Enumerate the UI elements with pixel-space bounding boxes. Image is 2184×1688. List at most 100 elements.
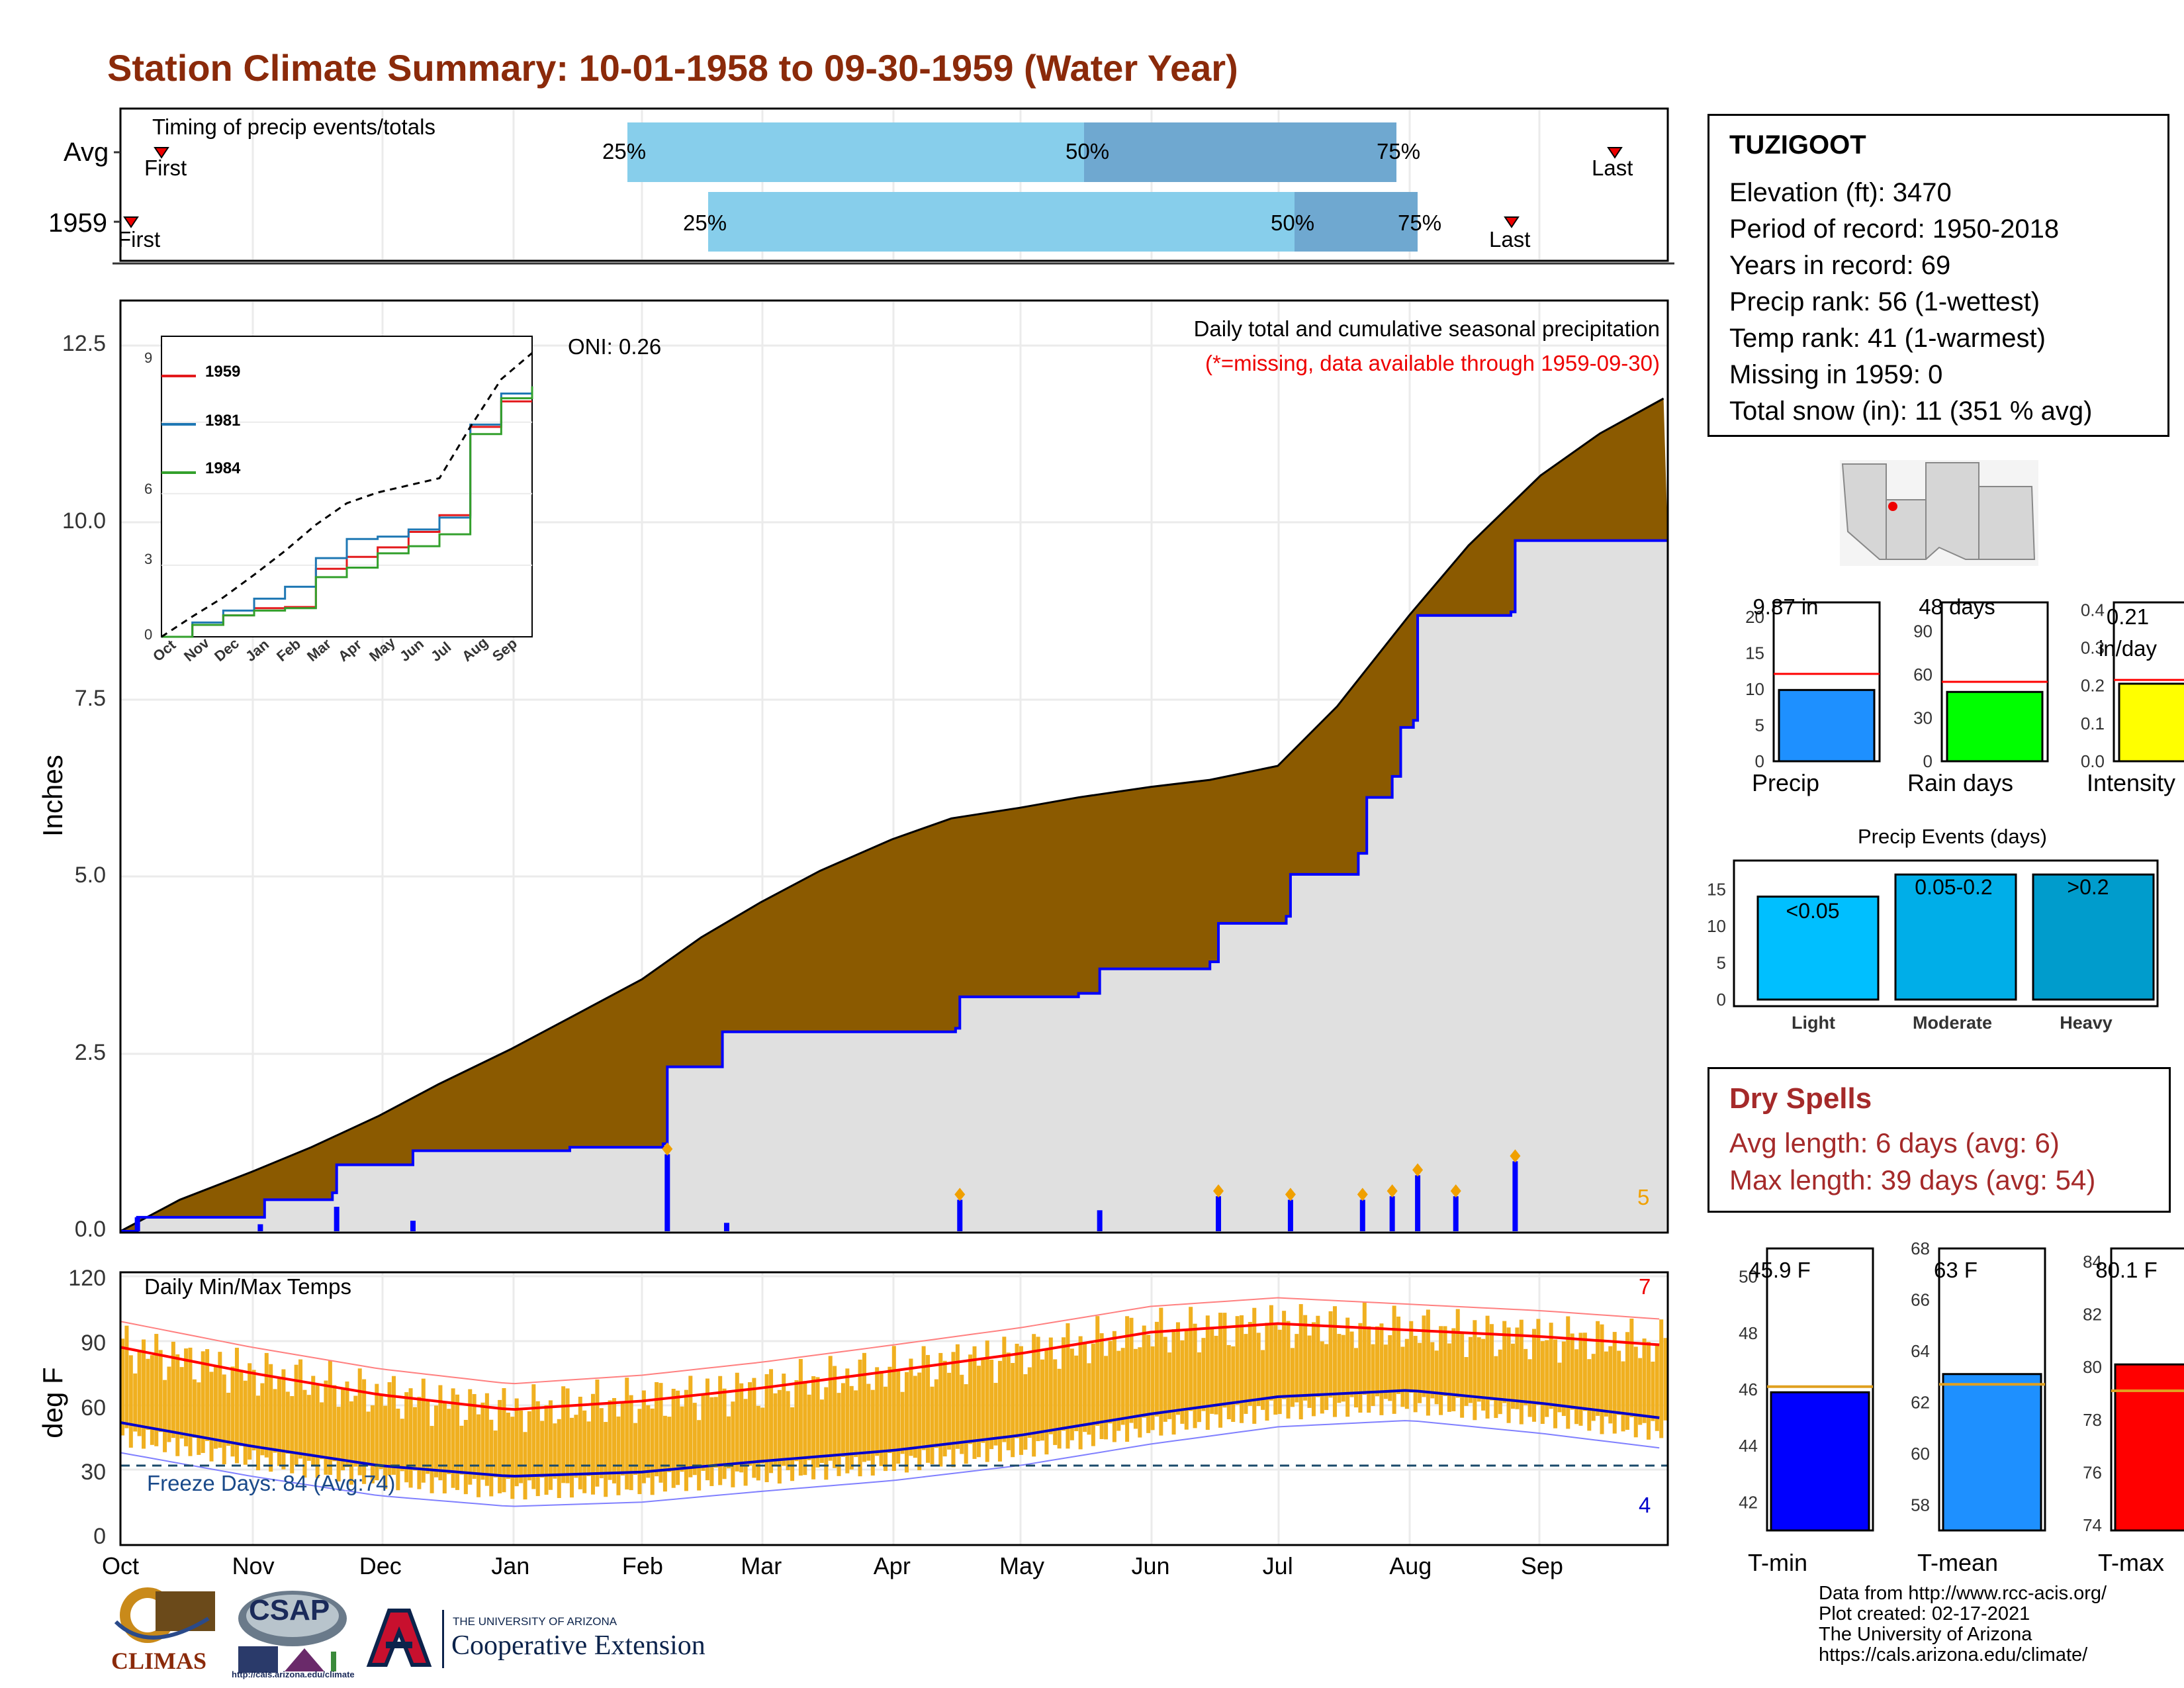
daily-temp-bar (222, 1374, 226, 1465)
tbar-ytick: 74 (2083, 1515, 2102, 1535)
daily-temp-bar (1404, 1338, 1409, 1409)
daily-temp-bar (1443, 1326, 1447, 1397)
daily-temp-bar (578, 1396, 582, 1489)
daily-temp-bar (1116, 1350, 1121, 1431)
daily-temp-bar (179, 1367, 184, 1439)
daily-temp-bar (1265, 1323, 1269, 1421)
temp-ytick: 60 (81, 1395, 106, 1421)
daily-temp-bar (709, 1397, 714, 1486)
dry-spells-title: Dry Spells (1729, 1082, 1872, 1115)
y1959-first-label: First (118, 227, 161, 252)
daily-temp-bar (697, 1420, 702, 1491)
precip-events-chart: 0 5 10 15 (1707, 859, 2159, 1009)
daily-temp-bar (718, 1376, 723, 1485)
event-ytick: 10 (1707, 916, 1726, 936)
daily-temp-bar (909, 1358, 913, 1456)
daily-temp-bar (870, 1389, 875, 1476)
tbar-ytick: 76 (2083, 1462, 2102, 1482)
daily-temp-bar (604, 1422, 608, 1497)
daily-temp-bar (764, 1374, 769, 1483)
daily-temp-bar (248, 1363, 252, 1460)
event-range-light: <0.05 (1786, 899, 1840, 923)
daily-temp-bar (756, 1405, 760, 1481)
daily-temp-bar (599, 1408, 604, 1479)
daily-temp-bar (569, 1417, 574, 1498)
daily-temp-bar (646, 1405, 651, 1478)
inset-series-1981 (161, 386, 533, 638)
daily-temp-bar (484, 1393, 489, 1486)
csap-logo (238, 1591, 347, 1673)
daily-temp-bar (989, 1360, 994, 1450)
avg-cumulative-line (120, 397, 1664, 1233)
daily-temp-bar (1244, 1334, 1248, 1414)
y1959-p25-label: 25% (683, 211, 727, 235)
precip-count-label: 5 (1637, 1185, 1650, 1209)
daily-temp-bar (553, 1423, 557, 1479)
daily-temp-bar (315, 1385, 320, 1478)
daily-temp-bar (637, 1409, 642, 1495)
daily-temp-bar (1638, 1358, 1643, 1425)
daily-temp-bar (332, 1385, 337, 1462)
daily-temp-bar (362, 1379, 367, 1484)
daily-temp-bar (1303, 1315, 1308, 1401)
heavy-event-marker (1412, 1163, 1424, 1177)
daily-temp-bar (336, 1407, 341, 1481)
daily-temp-bar (1396, 1316, 1401, 1394)
daily-temp-bar (387, 1382, 392, 1476)
daily-temp-bar (926, 1354, 931, 1463)
daily-temp-bar (1557, 1362, 1562, 1413)
mini-value-raindays: 48 days (1919, 594, 1995, 619)
daily-temp-bar (887, 1366, 892, 1454)
month-label: Nov (232, 1552, 275, 1579)
daily-temp-bar (824, 1387, 829, 1480)
tbar-ytick: 78 (2083, 1410, 2102, 1430)
daily-temp-bar (426, 1401, 430, 1474)
daily-temp-bar (1481, 1338, 1486, 1411)
avg-last-label: Last (1592, 156, 1633, 180)
daily-temp-bar (662, 1415, 667, 1492)
daily-temp-bar (519, 1410, 523, 1483)
daily-temp-bar (964, 1384, 968, 1464)
inset-series-Avg (161, 352, 533, 638)
daily-temp-bar (616, 1416, 621, 1495)
month-label: Apr (873, 1552, 911, 1579)
daily-temp-bar (124, 1325, 129, 1429)
climas-logo (114, 1587, 215, 1643)
credits: Data from http://www.rcc-acis.org/ Plot … (1819, 1583, 2107, 1665)
freeze-days-label: Freeze Days: 84 (Avg:74) (147, 1471, 396, 1495)
daily-temp-bar (1193, 1323, 1197, 1429)
daily-temp-bar (760, 1407, 765, 1464)
csap-logo-text: CSAP (249, 1594, 330, 1626)
month-label: Mar (741, 1552, 782, 1579)
climas-logo-text: CLIMAS (111, 1648, 207, 1674)
daily-temp-bar (1027, 1367, 1032, 1438)
daily-temp-bar (1413, 1336, 1418, 1413)
daily-temp-bar (849, 1385, 854, 1470)
tbar-ytick: 82 (2083, 1305, 2102, 1325)
daily-temp-bar (285, 1391, 290, 1454)
inset-ytick: 3 (144, 551, 153, 567)
daily-temp-bar (1494, 1356, 1498, 1419)
daily-temp-bar (345, 1382, 349, 1468)
avg-q1-bar (627, 122, 1084, 182)
daily-temp-bar (192, 1379, 197, 1438)
daily-temp-bar (197, 1382, 201, 1455)
daily-temp-bar (1099, 1333, 1104, 1439)
daily-temp-bar (1307, 1335, 1312, 1408)
daily-temp-bar (1502, 1321, 1507, 1403)
daily-temp-bar (531, 1384, 536, 1489)
daily-temp-bar (972, 1346, 977, 1459)
mini-ytick: 0.1 (2081, 714, 2105, 733)
daily-temp-bar (294, 1364, 298, 1466)
daily-temp-bar (1311, 1322, 1316, 1417)
daily-temp-bar (341, 1389, 345, 1471)
daily-temp-bar (1036, 1336, 1040, 1442)
heavy-event-marker (1285, 1188, 1296, 1201)
daily-temp-bar (1473, 1320, 1477, 1421)
avg-max-line (120, 1322, 1660, 1411)
temp-ytick: 30 (81, 1460, 106, 1485)
daily-temp-bar (298, 1359, 303, 1459)
month-label: Sep (1520, 1552, 1563, 1579)
daily-temp-bar (1341, 1335, 1345, 1402)
daily-temp-bar (239, 1370, 244, 1446)
